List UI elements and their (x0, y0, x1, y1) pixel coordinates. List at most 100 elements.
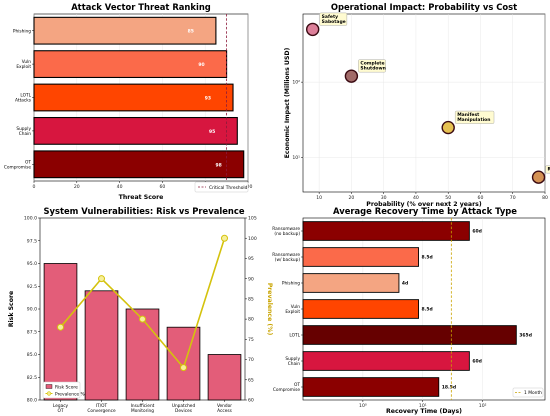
vuln-y2-tick-label: 80 (248, 317, 254, 323)
vuln-y-tick-label: 80.0 (27, 398, 37, 404)
vuln-legend-risk: Risk Score (55, 385, 78, 391)
impact-gridlines (303, 14, 546, 192)
impact-label-box (455, 110, 495, 124)
vuln-y-tick-label: 92.5 (27, 284, 37, 290)
threat-title: Attack Vector Threat Ranking (71, 2, 211, 12)
recovery-bar-value: 60d (472, 359, 481, 365)
threat-category-label: Phishing (13, 28, 31, 34)
vuln-category-label: Insufficient Monitoring (131, 403, 155, 414)
impact-plot-area (302, 13, 546, 193)
threat-legend: Critical Threshold (194, 181, 249, 193)
vuln-y-label: Risk Score (8, 291, 15, 327)
impact-point-label: Manifest Manipulation (455, 110, 495, 124)
vuln-category-label: Unpatched Devices (172, 403, 196, 414)
recovery-bar (302, 377, 440, 397)
impact-x-tick-label: 20 (348, 195, 354, 201)
recovery-title: Average Recovery Time by Attack Type (333, 206, 517, 216)
threat-x-tick-label: 0 (33, 184, 36, 190)
vuln-legend-prevalence: Prevalence % (55, 391, 85, 397)
vuln-legend: Risk Score Prevalence % (42, 381, 85, 399)
recovery-bar-value: 365d (519, 333, 532, 339)
recovery-bar (302, 325, 517, 345)
threat-bar (33, 50, 228, 79)
vuln-y2-tick-label: 90 (248, 276, 254, 282)
impact-point (531, 170, 546, 184)
threat-bar-value: 85 (188, 29, 194, 35)
threat-bar-value: 98 (215, 162, 221, 168)
vuln-y-tick-label: 90.0 (27, 307, 37, 313)
vuln-y-tick-label: 82.5 (27, 375, 37, 381)
panel-operational-impact: Operational Impact: Probability vs Cost … (284, 2, 550, 208)
impact-y-label: Economic Impact (Millions USD) (284, 47, 291, 158)
impact-x-tick-label: 60 (478, 195, 484, 201)
recovery-bar-value: 8.5d (422, 307, 433, 313)
recovery-bar (302, 299, 419, 319)
recovery-bar (302, 221, 470, 241)
threat-bars: 85 90 93 95 98 (33, 16, 245, 179)
impact-x-tick-label: 70 (510, 195, 516, 201)
recovery-bar-value: 18.5d (442, 385, 456, 391)
threat-category-label: Vuln Exploit (16, 59, 31, 70)
vuln-y2-tick-label: 70 (248, 357, 254, 363)
recovery-bar (302, 247, 419, 267)
impact-y-tick-label: 10¹ (292, 155, 300, 161)
vuln-category-label: Vendor Access (217, 403, 233, 414)
threat-x-label: Threat Score (119, 194, 164, 201)
impact-x-tick-label: 10 (316, 195, 322, 201)
vuln-y2-tick-label: 65 (248, 377, 254, 383)
impact-y-tick-label: 10² (292, 80, 300, 86)
recovery-x-ticks: 10⁰ 10¹ 10² (359, 400, 487, 409)
vuln-y2-tick-label: 60 (248, 398, 254, 404)
vuln-y-tick-label: 85.0 (27, 352, 37, 358)
threat-x-tick-label: 20 (74, 184, 80, 190)
recovery-category-label: Ransomware (w/ backup) (272, 252, 300, 263)
threat-bar-value: 95 (209, 129, 215, 135)
vuln-title: System Vulnerabilities: Risk vs Prevalen… (43, 206, 244, 216)
threat-bar (33, 83, 234, 112)
impact-label-text: Safety Sabotage (322, 14, 346, 25)
threat-bar-value: 93 (205, 96, 211, 102)
impact-label-box (358, 59, 386, 73)
recovery-category-label: Vuln Exploit (285, 304, 300, 315)
vuln-y2-tick-label: 100 (248, 236, 257, 242)
impact-title: Operational Impact: Probability vs Cost (331, 2, 517, 12)
threat-category-label: OT Compromise (4, 159, 31, 170)
recovery-bar-value: 60d (472, 229, 481, 235)
impact-point-label: Complete Shutdown (358, 59, 386, 73)
vuln-prevalence-marker (180, 364, 187, 372)
panel-recovery-time: Average Recovery Time by Attack Type 60d… (272, 206, 546, 415)
recovery-bar (302, 273, 400, 293)
vuln-y2-tick-label: 85 (248, 296, 254, 302)
recovery-x-tick-label: 10² (479, 403, 487, 409)
vuln-prevalence-marker (221, 234, 228, 242)
recovery-category-labels: Ransomware (no backup) Ransomware (w/ backu… (272, 226, 303, 393)
vuln-y2-tick-label: 105 (248, 216, 257, 222)
impact-x-tick-label: 80 (542, 195, 548, 201)
impact-label-text: Manifest Manipulation (457, 112, 490, 123)
threat-bar (33, 116, 238, 145)
vuln-prevalence-marker (139, 315, 146, 323)
impact-label-box (319, 12, 348, 26)
panel-vulnerabilities: System Vulnerabilities: Risk vs Prevalen… (8, 206, 273, 414)
vuln-category-labels: Legacy OT IT/OT Convergence Insufficient Moni… (53, 400, 233, 414)
vuln-y-tick-label: 87.5 (27, 329, 37, 335)
recovery-legend: 1 Month (512, 387, 544, 398)
vuln-prevalence-line (57, 234, 228, 372)
vuln-ticks: 80.0 82.5 85.0 87.5 90.0 92.5 95.0 97.5 100.0 60 6… (24, 216, 257, 404)
recovery-category-label: Phishing (282, 281, 300, 287)
vuln-bar (207, 354, 242, 401)
threat-legend-label: Critical Threshold (209, 185, 248, 191)
recovery-x-label: Recovery Time (Days) (386, 408, 462, 415)
recovery-x-tick-label: 10¹ (419, 403, 427, 409)
impact-point-label: Safety Sabotage (319, 12, 348, 26)
impact-point (441, 120, 455, 135)
recovery-category-label: LOTL (289, 333, 300, 339)
panel-threat-ranking: Attack Vector Threat Ranking 8590939598 … (4, 2, 253, 201)
recovery-bar-value: 4d (402, 281, 408, 287)
vuln-prevalence-marker (98, 275, 105, 283)
impact-x-label: Probability (% over next 2 years) (366, 201, 482, 208)
recovery-bar (302, 351, 470, 371)
vuln-y2-tick-label: 95 (248, 256, 254, 262)
vuln-bars (43, 263, 242, 401)
